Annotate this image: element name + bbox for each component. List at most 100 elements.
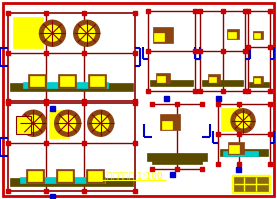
Bar xyxy=(6,189,10,193)
Bar xyxy=(44,101,48,105)
Circle shape xyxy=(236,114,250,128)
Bar xyxy=(133,141,137,145)
Bar xyxy=(44,189,48,193)
Bar xyxy=(20,177,105,183)
Bar xyxy=(232,175,270,193)
Bar xyxy=(154,33,164,41)
Circle shape xyxy=(74,20,100,46)
Bar xyxy=(82,99,86,103)
Bar xyxy=(8,13,135,101)
Bar xyxy=(253,76,263,84)
Circle shape xyxy=(79,25,95,41)
Bar xyxy=(13,17,43,48)
Bar xyxy=(254,33,260,38)
Bar xyxy=(193,49,197,53)
Bar xyxy=(146,89,150,93)
Bar xyxy=(170,172,175,177)
Bar xyxy=(198,49,202,53)
Bar xyxy=(146,49,150,53)
Bar xyxy=(175,167,179,171)
Bar xyxy=(44,51,48,55)
Circle shape xyxy=(25,115,41,131)
Bar xyxy=(147,153,207,161)
Bar xyxy=(220,149,268,156)
Bar xyxy=(243,89,247,93)
Bar xyxy=(6,11,10,15)
Bar xyxy=(234,177,268,191)
Circle shape xyxy=(231,109,255,133)
Bar xyxy=(6,141,10,145)
Bar xyxy=(237,102,241,106)
Bar xyxy=(246,45,250,49)
Bar xyxy=(237,132,241,136)
Bar xyxy=(254,78,260,83)
Bar xyxy=(198,9,202,13)
Bar xyxy=(133,51,137,55)
Bar xyxy=(10,178,133,186)
Bar xyxy=(28,74,46,88)
Bar xyxy=(216,132,220,136)
Bar xyxy=(220,9,224,13)
Bar xyxy=(133,99,137,103)
Bar xyxy=(88,74,106,88)
Bar xyxy=(44,141,48,145)
Bar xyxy=(50,105,55,110)
Bar xyxy=(209,77,216,82)
Bar xyxy=(6,101,10,105)
Bar xyxy=(150,80,193,86)
Bar xyxy=(220,89,224,93)
Bar xyxy=(202,80,243,86)
Bar xyxy=(49,110,69,138)
Bar xyxy=(26,169,44,183)
Bar xyxy=(193,89,197,93)
Bar xyxy=(268,89,272,93)
Circle shape xyxy=(93,115,109,131)
Bar xyxy=(246,89,250,93)
Bar xyxy=(200,102,204,106)
Circle shape xyxy=(39,20,65,46)
Bar xyxy=(156,73,170,83)
Bar xyxy=(28,171,42,181)
Bar xyxy=(236,167,241,172)
Bar xyxy=(237,162,241,166)
Bar xyxy=(146,9,150,13)
Circle shape xyxy=(60,115,76,131)
Bar xyxy=(82,141,86,145)
Bar xyxy=(160,114,179,130)
Bar xyxy=(161,121,171,129)
Circle shape xyxy=(55,110,81,136)
Bar xyxy=(228,32,236,38)
Bar xyxy=(175,102,179,106)
Bar xyxy=(227,29,239,39)
Bar xyxy=(253,31,263,39)
Bar xyxy=(223,151,258,156)
Bar xyxy=(243,9,247,13)
Bar xyxy=(58,171,72,181)
Bar xyxy=(58,74,76,88)
Bar xyxy=(44,11,48,15)
Bar xyxy=(157,76,165,82)
Bar xyxy=(6,99,10,103)
Bar xyxy=(193,9,197,13)
Bar xyxy=(216,162,220,166)
Bar xyxy=(23,82,108,88)
Circle shape xyxy=(20,110,47,136)
Bar xyxy=(133,101,137,105)
Bar xyxy=(6,51,10,55)
Bar xyxy=(82,101,86,105)
Bar xyxy=(164,96,169,100)
Bar xyxy=(82,51,86,55)
Bar xyxy=(246,9,250,13)
Bar xyxy=(268,162,272,166)
Bar xyxy=(200,167,204,171)
Bar xyxy=(88,171,102,181)
Bar xyxy=(86,169,104,183)
Bar xyxy=(208,74,220,83)
Bar xyxy=(133,189,137,193)
Bar xyxy=(133,11,137,15)
Bar xyxy=(56,169,74,183)
Bar xyxy=(198,89,202,93)
Bar xyxy=(268,132,272,136)
Bar xyxy=(216,102,220,106)
Bar xyxy=(249,82,269,87)
